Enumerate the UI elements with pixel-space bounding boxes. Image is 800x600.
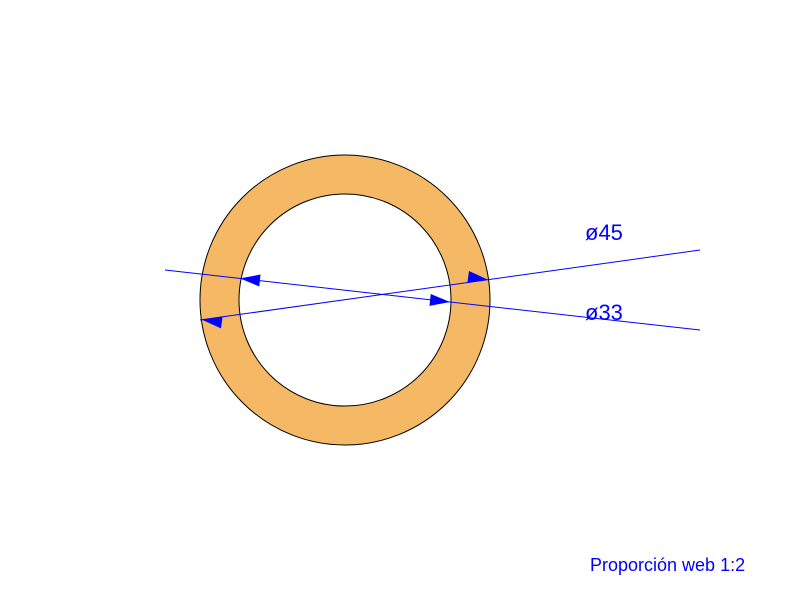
diagram-canvas: ø45 ø33 Proporción web 1:2	[0, 0, 800, 600]
scale-footer-label: Proporción web 1:2	[590, 555, 745, 576]
inner-diameter-label: ø33	[585, 300, 623, 326]
outer-diameter-label: ø45	[585, 220, 623, 246]
diagram-svg	[0, 0, 800, 600]
inner-dim-arrow-right	[429, 294, 450, 308]
